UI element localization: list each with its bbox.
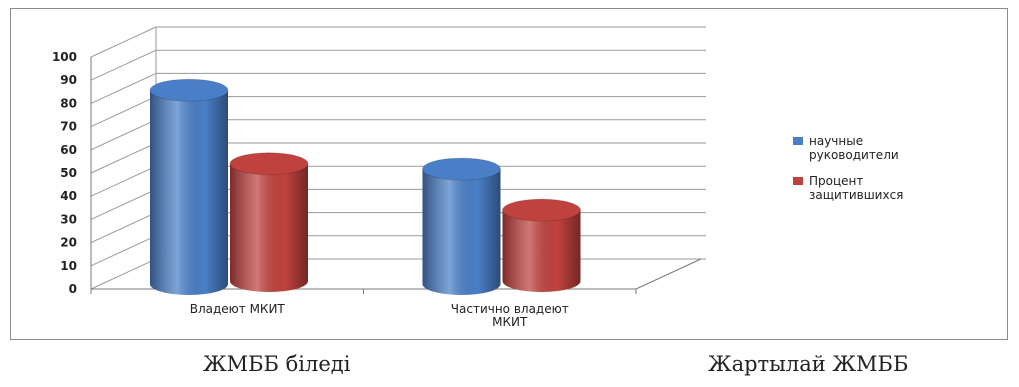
caption-right: Жартылай ЖМББ: [708, 352, 909, 376]
caption-left: ЖМББ біледі: [203, 352, 351, 376]
y-tick-label: 10: [60, 259, 77, 273]
x-category-label: Частично владеют: [451, 302, 569, 316]
y-tick-label: 50: [60, 166, 77, 180]
gridline-side: [90, 212, 157, 244]
gridline-side: [90, 96, 157, 128]
bar-1-0: [229, 152, 309, 292]
y-tick-label: 90: [60, 73, 77, 87]
cylinder-shade: [502, 210, 581, 292]
gridline-side: [90, 188, 157, 220]
legend-swatch: [793, 137, 803, 145]
cylinder-top: [502, 198, 581, 222]
legend-label: руководители: [809, 148, 899, 162]
y-tick-label: 80: [60, 96, 77, 110]
legend-label: Процент: [809, 174, 863, 188]
bar-0-0: [149, 78, 229, 295]
cylinder-top: [229, 152, 309, 176]
gridline-side: [90, 49, 157, 81]
cylinder-top: [149, 78, 229, 102]
y-tick-label: 0: [69, 282, 77, 296]
legend-label: защитившихся: [809, 188, 903, 202]
cylinder-shade: [230, 163, 308, 292]
legend-label: научные: [809, 134, 863, 148]
y-tick-label: 100: [52, 50, 77, 64]
gridline-side: [90, 235, 157, 267]
gridline-side: [90, 72, 157, 104]
gridline-side: [90, 119, 157, 151]
cylinder-shade: [422, 169, 501, 295]
y-tick-label: 60: [60, 143, 77, 157]
floor-right-edge: [635, 258, 702, 290]
x-category-label: МКИТ: [492, 315, 528, 329]
cylinder-top: [422, 157, 501, 181]
y-tick-label: 70: [60, 120, 77, 134]
gridline-side: [90, 258, 157, 290]
y-tick-label: 40: [60, 189, 77, 203]
bar-0-1: [422, 157, 501, 295]
gridline-side: [90, 142, 157, 174]
bar-1-1: [502, 198, 581, 292]
x-category-label: Владеют МКИТ: [190, 302, 286, 316]
bar-chart: 0 10 20 30 40 50 60 70 80 90 100 Владеют МКИТ Частич…: [52, 26, 903, 329]
chart-frame: 0 10 20 30 40 50 60 70 80 90 100 Владеют МКИТ Частич…: [10, 8, 1008, 340]
gridline-side: [90, 26, 157, 58]
cylinder-shade: [150, 90, 228, 295]
y-tick-label: 30: [60, 212, 77, 226]
legend-swatch: [793, 177, 803, 185]
y-tick-label: 20: [60, 236, 77, 250]
gridline-side: [90, 165, 157, 197]
